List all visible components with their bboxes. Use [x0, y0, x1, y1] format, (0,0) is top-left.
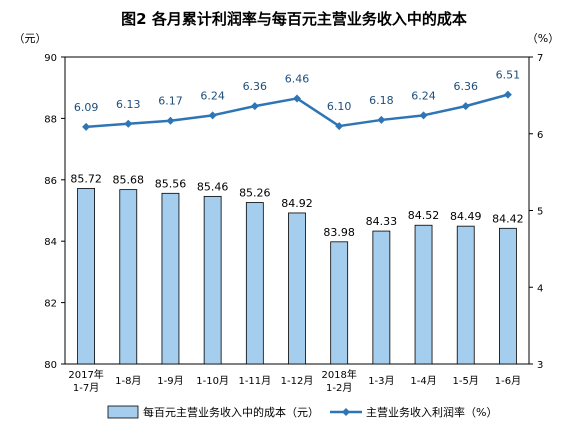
- right-tick-label: 4: [537, 283, 543, 294]
- line-point: [124, 119, 133, 128]
- line-value-label: 6.17: [158, 95, 183, 108]
- left-tick-label: 84: [44, 237, 57, 248]
- line-point: [335, 122, 344, 131]
- line-point: [293, 94, 301, 103]
- x-tick-label: 1-7月: [73, 382, 99, 394]
- x-tick-label: 1-3月: [368, 375, 394, 387]
- bar-value-label: 85.26: [239, 187, 271, 200]
- bar-value-label: 84.49: [450, 210, 482, 223]
- bar: [414, 224, 433, 365]
- x-tick-label: 1-9月: [157, 375, 183, 387]
- bar-value-label: 84.92: [281, 197, 313, 210]
- line-value-label: 6.51: [496, 69, 521, 82]
- legend-line-label: 主营业务收入利润率（%）: [366, 405, 497, 419]
- bar: [456, 225, 475, 365]
- bar-series: [77, 187, 517, 365]
- line-value-label: 6.36: [453, 80, 478, 93]
- line-point: [208, 111, 217, 120]
- bar-value-label: 85.56: [155, 177, 187, 190]
- x-tick-label: 2017年: [68, 368, 103, 381]
- right-axis: 3 4 5 6 7: [529, 53, 543, 371]
- left-tick-label: 90: [44, 53, 57, 64]
- line-value-label: 6.13: [116, 98, 141, 111]
- bar: [245, 202, 264, 365]
- bar: [499, 227, 517, 365]
- right-tick-label: 6: [537, 130, 543, 141]
- line-value-label: 6.36: [243, 80, 268, 93]
- line-value-label: 6.10: [327, 100, 352, 113]
- bar: [77, 187, 95, 365]
- x-tick-label: 1-8月: [115, 375, 141, 387]
- line-point: [377, 115, 386, 124]
- bar-value-label: 85.46: [197, 180, 229, 193]
- right-axis-unit-label: （%）: [527, 32, 559, 45]
- line-value-label: 6.24: [200, 89, 225, 102]
- line-value-label: 6.24: [411, 89, 436, 102]
- x-tick-label: 1-5月: [453, 375, 479, 387]
- bar: [330, 241, 349, 365]
- left-tick-label: 82: [44, 299, 57, 310]
- x-tick-label: 1-11月: [238, 375, 271, 387]
- legend-line-marker: [342, 408, 350, 416]
- right-tick-label: 3: [537, 360, 543, 371]
- bar: [203, 195, 222, 365]
- line-point: [82, 122, 91, 131]
- legend-bar-label: 每百元主营业务收入中的成本（元）: [143, 405, 319, 419]
- right-tick-label: 5: [537, 207, 543, 218]
- right-tick-label: 7: [537, 53, 543, 64]
- x-tick-label: 2018年: [321, 368, 356, 381]
- bar: [372, 230, 391, 365]
- left-tick-label: 80: [44, 360, 57, 371]
- left-axis-unit-label: （元）: [14, 32, 47, 45]
- chart-title: 图2 各月累计利润率与每百元主营业务收入中的成本: [121, 10, 467, 28]
- line-point: [250, 102, 259, 111]
- line-value-label: 6.18: [369, 94, 394, 107]
- bar-value-label: 85.72: [70, 172, 102, 185]
- legend-bar-swatch: [107, 405, 139, 419]
- left-tick-label: 86: [44, 176, 57, 187]
- line-point: [503, 90, 512, 99]
- bar-value-label: 85.68: [113, 174, 145, 187]
- bar: [161, 192, 180, 365]
- legend: 每百元主营业务收入中的成本（元） 主营业务收入利润率（%）: [107, 405, 497, 419]
- line-point: [166, 116, 175, 125]
- bar-value-label: 84.52: [408, 209, 440, 222]
- left-axis: 80 82 84 86 88 90: [44, 53, 65, 371]
- line-value-label: 6.09: [74, 101, 99, 114]
- bar-value-label: 84.42: [492, 212, 524, 225]
- line-value-labels: 6.09 6.13 6.17 6.24 6.36 6.46 6.10 6.18 6.24 6.36…: [74, 69, 520, 114]
- bar-value-label: 83.98: [323, 226, 355, 239]
- x-tick-label: 1-2月: [326, 382, 352, 394]
- bar: [119, 189, 138, 365]
- x-tick-label: 1-4月: [410, 375, 436, 387]
- x-tick-label: 1-12月: [281, 375, 314, 387]
- line-point: [419, 111, 428, 120]
- line-point: [461, 102, 470, 111]
- line-series: [82, 90, 512, 131]
- bar: [288, 212, 306, 365]
- x-tick-label: 1-6月: [495, 375, 521, 387]
- bar-value-labels: 85.72 85.68 85.56 85.46 85.26 84.92 83.98 84.33…: [70, 172, 523, 238]
- left-tick-label: 88: [44, 114, 57, 125]
- bar-value-label: 84.33: [366, 215, 398, 228]
- line-value-label: 6.46: [285, 72, 310, 85]
- x-tick-label: 1-10月: [196, 375, 229, 387]
